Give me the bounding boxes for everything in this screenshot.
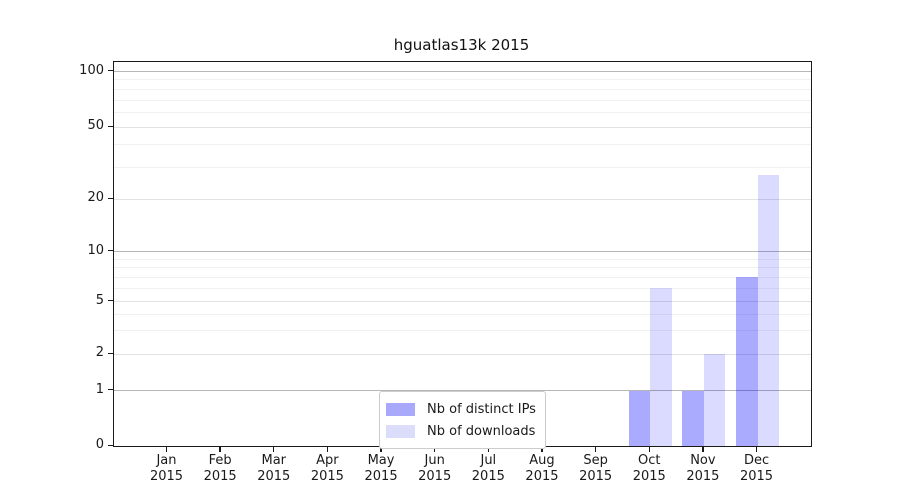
x-tick-label-jan: Jan 2015: [149, 453, 184, 484]
x-tick-sep: [594, 446, 597, 452]
x-tick-label-apr: Apr 2015: [310, 453, 344, 484]
x-tick-label-dec: Dec 2015: [739, 453, 774, 484]
y-tick-label-2: 2: [95, 345, 104, 360]
y-tick-label-50: 50: [87, 118, 104, 133]
legend-entry-downloads: Nb of downloads: [386, 420, 536, 442]
bar-nb-of-downloads-dec: [757, 175, 780, 446]
x-tick-label-aug: Aug 2015: [525, 453, 559, 484]
gridline-y-6: [114, 287, 811, 289]
gridline-y-9: [114, 258, 811, 260]
gridline-y-20: [114, 198, 811, 200]
legend-entry-distinct-ips: Nb of distinct IPs: [386, 398, 536, 420]
plot-area: [113, 61, 812, 447]
y-tick-50: [108, 125, 113, 127]
x-tick-nov: [702, 446, 704, 452]
bar-nb-of-downloads-oct: [650, 288, 672, 446]
x-tick-jun: [434, 446, 436, 452]
legend-label-downloads: Nb of downloads: [427, 423, 536, 439]
y-tick-10: [108, 250, 113, 252]
y-tick-label-5: 5: [95, 292, 104, 308]
bar-nb-of-distinct-ips-nov: [682, 390, 704, 446]
y-tick-0: [108, 444, 113, 446]
y-tick-label-1: 1: [95, 381, 104, 397]
gridline-y-80: [114, 88, 811, 90]
x-tick-label-jun: Jun 2015: [418, 453, 452, 484]
x-tick-label-nov: Nov 2015: [686, 453, 720, 484]
bar-nb-of-downloads-nov: [703, 354, 726, 446]
legend-label-distinct-ips: Nb of distinct IPs: [427, 401, 536, 417]
legend-swatch-distinct-ips-icon: [386, 402, 415, 416]
x-tick-jul: [487, 446, 490, 452]
gridline-y-4: [114, 313, 811, 315]
x-tick-mar: [273, 446, 275, 452]
bar-nb-of-distinct-ips-dec: [736, 277, 758, 446]
x-tick-label-sep: Sep 2015: [579, 453, 613, 484]
y-tick-label-0: 0: [95, 437, 104, 452]
gridline-y-90: [114, 79, 811, 81]
legend-swatch-downloads-icon: [386, 424, 415, 438]
x-tick-label-may: May 2015: [364, 453, 398, 484]
y-tick-label-10: 10: [87, 242, 104, 258]
gridline-y-100: [114, 71, 811, 72]
gridline-y-50: [114, 126, 811, 128]
x-tick-label-mar: Mar 2015: [257, 453, 291, 484]
x-tick-dec: [755, 446, 758, 452]
gridline-y-60: [114, 111, 811, 113]
gridline-y-70: [114, 99, 811, 101]
gridline-y-2: [114, 353, 811, 355]
x-tick-label-oct: Oct 2015: [632, 453, 666, 484]
x-tick-label-jul: Jul 2015: [471, 453, 505, 484]
y-tick-100: [108, 70, 113, 72]
y-tick-2: [108, 352, 113, 354]
x-tick-may: [380, 446, 382, 452]
legend: Nb of distinct IPs Nb of downloads: [379, 391, 546, 449]
x-tick-feb: [219, 446, 221, 452]
x-tick-oct: [648, 446, 650, 452]
x-tick-apr: [326, 446, 329, 452]
x-tick-label-feb: Feb 2015: [203, 453, 237, 484]
gridline-y-5: [114, 301, 811, 302]
gridline-y-1: [114, 390, 811, 391]
gridline-y-7: [114, 276, 811, 278]
y-tick-5: [108, 300, 113, 302]
gridline-y-8: [114, 267, 811, 269]
x-tick-jan: [165, 446, 168, 452]
gridline-y-3: [114, 330, 811, 332]
y-tick-label-100: 100: [79, 62, 104, 78]
y-tick-label-20: 20: [87, 190, 104, 205]
gridline-y-30: [114, 166, 811, 168]
gridline-y-40: [114, 144, 811, 146]
chart-title: hguatlas13k 2015: [393, 36, 530, 54]
y-tick-1: [108, 389, 113, 391]
y-tick-20: [108, 197, 113, 199]
bar-nb-of-distinct-ips-oct: [628, 390, 651, 446]
gridline-y-10: [114, 251, 811, 252]
x-tick-aug: [541, 446, 543, 452]
